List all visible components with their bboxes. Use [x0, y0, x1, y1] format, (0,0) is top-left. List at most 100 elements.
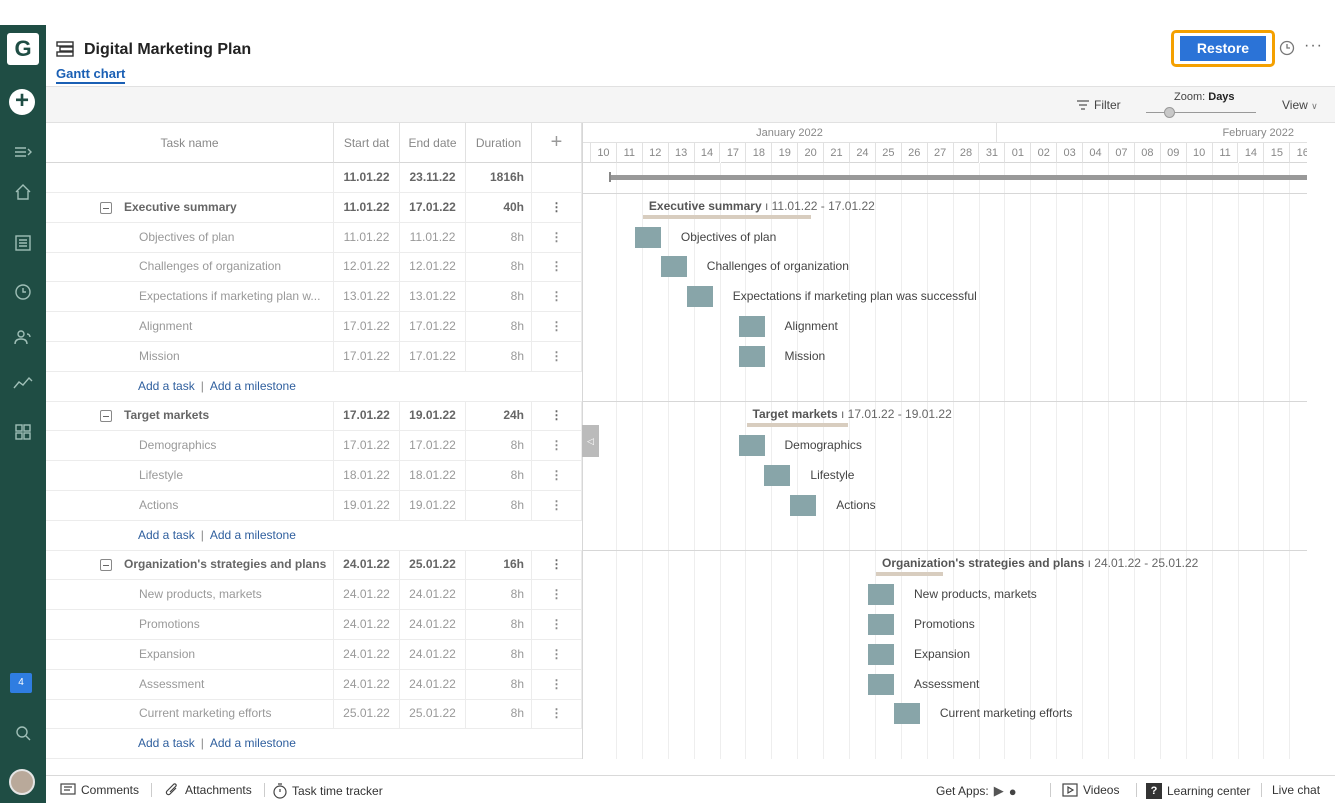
task-row[interactable]: Expectations if marketing plan w... 13.01… — [46, 282, 582, 313]
row-more-icon[interactable]: ⋮ — [532, 222, 582, 253]
projects-list-icon[interactable] — [0, 228, 46, 258]
group-end[interactable]: 25.01.22 — [400, 550, 466, 581]
task-bar[interactable] — [868, 673, 894, 695]
notifications-badge[interactable]: 4 — [10, 673, 32, 693]
task-name[interactable]: Demographics — [46, 431, 334, 462]
task-end[interactable]: 25.01.22 — [400, 699, 466, 730]
task-bar[interactable] — [738, 316, 765, 337]
people-icon[interactable] — [0, 322, 46, 352]
task-row[interactable]: Assessment 24.01.22 24.01.22 8h ⋮ — [46, 669, 582, 700]
task-bar[interactable] — [868, 584, 894, 606]
group-duration[interactable]: 24h — [466, 401, 532, 432]
task-duration[interactable]: 8h — [466, 431, 532, 462]
task-duration[interactable]: 8h — [466, 222, 532, 253]
collapse-group-icon[interactable] — [100, 410, 112, 423]
add-milestone-link[interactable]: Add a milestone — [209, 736, 296, 751]
task-end[interactable]: 24.01.22 — [400, 580, 466, 611]
task-row[interactable]: Objectives of plan 11.01.22 11.01.22 8h ⋮ — [46, 222, 582, 253]
task-name[interactable]: Mission — [46, 341, 334, 372]
task-start[interactable]: 19.01.22 — [334, 490, 400, 521]
google-play-icon[interactable]: ▶ — [993, 783, 1004, 798]
row-more-icon[interactable]: ⋮ — [532, 699, 582, 730]
task-duration[interactable]: 8h — [466, 282, 532, 313]
row-more-icon[interactable]: ⋮ — [532, 341, 582, 372]
create-button[interactable]: + — [9, 89, 35, 115]
task-duration[interactable]: 8h — [466, 490, 532, 521]
add-task-link[interactable]: Add a task — [138, 527, 195, 542]
row-more-icon[interactable]: ⋮ — [532, 639, 582, 670]
group-start[interactable]: 11.01.22 — [334, 192, 400, 223]
column-header-end-date[interactable]: End date — [400, 123, 466, 163]
task-group-row[interactable]: Executive summary 11.01.22 17.01.22 40h ⋮ — [46, 192, 582, 223]
task-bar[interactable] — [686, 286, 713, 308]
task-start[interactable]: 17.01.22 — [334, 312, 400, 342]
task-end[interactable]: 12.01.22 — [400, 252, 466, 283]
group-duration[interactable]: 16h — [466, 550, 532, 581]
row-more-icon[interactable]: ⋮ — [532, 192, 582, 223]
task-name[interactable]: Lifestyle — [46, 461, 334, 491]
task-row[interactable]: New products, markets 24.01.22 24.01.22 8h ⋮ — [46, 580, 582, 611]
group-name[interactable]: Target markets — [46, 401, 334, 432]
task-start[interactable]: 24.01.22 — [334, 669, 400, 700]
task-name[interactable]: Expansion — [46, 639, 334, 670]
analytics-icon[interactable] — [0, 368, 46, 398]
filter-button[interactable]: Filter — [1076, 98, 1121, 112]
task-start[interactable]: 18.01.22 — [334, 461, 400, 491]
task-duration[interactable]: 8h — [466, 610, 532, 640]
add-task-link[interactable]: Add a task — [138, 378, 195, 393]
task-end[interactable]: 13.01.22 — [400, 282, 466, 313]
more-options-icon[interactable]: ··· — [1304, 37, 1323, 54]
task-bar[interactable] — [868, 643, 894, 665]
clock-icon[interactable] — [0, 277, 46, 307]
task-name[interactable]: Assessment — [46, 669, 334, 700]
task-row[interactable]: Challenges of organization 12.01.22 12.01.… — [46, 252, 582, 283]
task-duration[interactable]: 8h — [466, 461, 532, 491]
home-icon[interactable] — [0, 177, 46, 207]
group-start[interactable]: 17.01.22 — [334, 401, 400, 432]
task-end[interactable]: 11.01.22 — [400, 222, 466, 253]
restore-button[interactable]: Restore — [1180, 36, 1266, 61]
task-row[interactable]: Actions 19.01.22 19.01.22 8h ⋮ — [46, 490, 582, 521]
learning-center-button[interactable]: ? Learning center — [1146, 783, 1250, 799]
task-start[interactable]: 24.01.22 — [334, 610, 400, 640]
live-chat-button[interactable]: Live chat — [1272, 783, 1320, 797]
task-bar[interactable] — [790, 494, 817, 516]
task-end[interactable]: 24.01.22 — [400, 610, 466, 640]
zoom-slider-track[interactable] — [1146, 112, 1256, 113]
group-name[interactable]: Executive summary — [46, 192, 334, 223]
add-column-button[interactable]: + — [532, 123, 582, 163]
comments-button[interactable]: Comments — [60, 783, 139, 797]
task-name[interactable]: Objectives of plan — [46, 222, 334, 253]
task-start[interactable]: 13.01.22 — [334, 282, 400, 313]
task-name[interactable]: Actions — [46, 490, 334, 521]
row-more-icon[interactable]: ⋮ — [532, 252, 582, 283]
task-end[interactable]: 24.01.22 — [400, 639, 466, 670]
task-name[interactable]: New products, markets — [46, 580, 334, 611]
group-start[interactable]: 24.01.22 — [334, 550, 400, 581]
attachments-button[interactable]: Attachments — [164, 783, 252, 797]
column-header-start-date[interactable]: Start dat — [334, 123, 400, 163]
group-bar[interactable] — [746, 423, 848, 428]
app-logo[interactable]: G — [7, 33, 39, 65]
task-duration[interactable]: 8h — [466, 699, 532, 730]
task-start[interactable]: 17.01.22 — [334, 341, 400, 372]
task-start[interactable]: 11.01.22 — [334, 222, 400, 253]
group-end[interactable]: 17.01.22 — [400, 192, 466, 223]
task-duration[interactable]: 8h — [466, 252, 532, 283]
task-duration[interactable]: 8h — [466, 312, 532, 342]
column-header-duration[interactable]: Duration — [466, 123, 532, 163]
task-name[interactable]: Promotions — [46, 610, 334, 640]
task-row[interactable]: Demographics 17.01.22 17.01.22 8h ⋮ — [46, 431, 582, 462]
user-avatar[interactable] — [9, 769, 35, 795]
column-header-task-name[interactable]: Task name — [46, 123, 334, 163]
row-more-icon[interactable]: ⋮ — [532, 282, 582, 313]
task-group-row[interactable]: Target markets 17.01.22 19.01.22 24h ⋮ — [46, 401, 582, 432]
row-more-icon[interactable]: ⋮ — [532, 580, 582, 611]
row-more-icon[interactable]: ⋮ — [532, 610, 582, 640]
expand-menu-icon[interactable] — [0, 137, 46, 167]
videos-button[interactable]: Videos — [1062, 783, 1119, 797]
add-milestone-link[interactable]: Add a milestone — [209, 527, 296, 542]
task-row[interactable]: Promotions 24.01.22 24.01.22 8h ⋮ — [46, 610, 582, 640]
task-name[interactable]: Current marketing efforts — [46, 699, 334, 730]
task-end[interactable]: 24.01.22 — [400, 669, 466, 700]
